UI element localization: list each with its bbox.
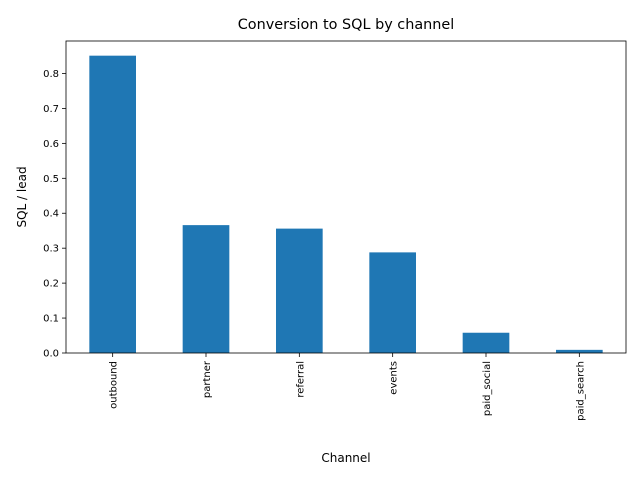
x-tick-label: events (389, 361, 400, 395)
bar-outbound (89, 55, 136, 353)
y-tick-label: 0.8 (43, 69, 59, 80)
x-tick-label: referral (295, 361, 306, 398)
bars-layer (89, 55, 603, 353)
y-tick-label: 0.7 (43, 104, 59, 115)
y-tick-label: 0.4 (43, 209, 59, 220)
y-axis-label: SQL / lead (15, 166, 29, 227)
plot-spines (65, 40, 627, 354)
bar-referral (276, 228, 323, 353)
x-tick-label: paid_social (482, 361, 493, 416)
y-tick-label: 0.1 (43, 314, 59, 325)
y-axis: 0.0 0.1 0.2 0.3 0.4 0.5 0.6 0.7 0.8 (43, 69, 66, 360)
bar-paid-social (462, 332, 510, 353)
x-tick-label: partner (202, 360, 213, 398)
y-tick-label: 0.6 (43, 139, 59, 150)
x-tick-label: outbound (109, 361, 120, 409)
y-tick-label: 0.0 (43, 349, 59, 360)
plot-frame (65, 40, 627, 354)
bar-paid-search (556, 349, 603, 353)
y-tick-label: 0.5 (43, 174, 59, 185)
chart-title: Conversion to SQL by channel (238, 17, 455, 33)
y-tick-label: 0.3 (43, 244, 59, 255)
x-axis: outbound partner referral events paid_social… (109, 353, 586, 421)
x-tick-label: paid_search (575, 361, 586, 421)
y-tick-label: 0.2 (43, 279, 59, 290)
bar-partner (182, 225, 230, 353)
bar-events (369, 252, 416, 353)
x-axis-label: Channel (321, 451, 370, 465)
